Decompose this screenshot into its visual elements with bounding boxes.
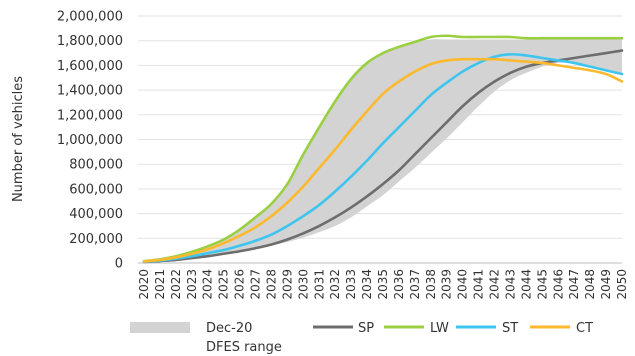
x-tick-label: 2049 xyxy=(599,269,613,300)
legend-label-range: Dec-20 xyxy=(206,321,252,336)
y-tick-label: 0 xyxy=(115,257,123,272)
x-tick-label: 2030 xyxy=(296,269,310,300)
series-line-lw xyxy=(142,34,624,263)
legend-label-range-line2: DFES range xyxy=(206,340,282,355)
x-tick-label: 2034 xyxy=(360,269,374,300)
x-tick-label: 2029 xyxy=(280,269,294,300)
x-tick-label: 2046 xyxy=(551,269,565,300)
legend-label-sp: SP xyxy=(358,321,374,336)
x-tick-label: 2038 xyxy=(424,269,438,300)
series-lines xyxy=(142,34,624,264)
x-tick-label: 2035 xyxy=(376,269,390,300)
legend-label-st: ST xyxy=(502,321,518,336)
x-tick-label: 2033 xyxy=(344,269,358,300)
y-tick-label: 1,400,000 xyxy=(57,84,123,99)
x-tick-label: 2027 xyxy=(249,269,263,300)
y-tick-label: 400,000 xyxy=(69,207,123,222)
y-tick-label: 1,800,000 xyxy=(57,34,123,49)
x-tick-label: 2021 xyxy=(153,269,167,300)
x-tick-label: 2042 xyxy=(488,269,502,300)
legend-label-lw: LW xyxy=(430,321,449,336)
x-tick-label: 2048 xyxy=(583,269,597,300)
y-tick-label: 1,200,000 xyxy=(57,108,123,123)
x-tick-label: 2041 xyxy=(472,269,486,300)
x-tick-label: 2036 xyxy=(392,269,406,300)
series-line-ct xyxy=(142,57,624,263)
x-tick-label: 2039 xyxy=(440,269,454,300)
x-tick-label: 2028 xyxy=(264,269,278,300)
y-axis-title: Number of vehicles xyxy=(11,76,26,202)
x-tick-label: 2024 xyxy=(201,269,215,300)
x-tick-label: 2026 xyxy=(233,269,247,300)
y-axis-tick-labels: 0 200,000 400,000 600,000 800,000 1,000,000 1,… xyxy=(57,10,123,272)
legend-label-ct: CT xyxy=(576,321,593,336)
y-tick-label: 800,000 xyxy=(69,158,123,173)
y-tick-label: 1,600,000 xyxy=(57,59,123,74)
y-tick-label: 1,000,000 xyxy=(57,133,123,148)
dfes-range-band xyxy=(144,39,622,263)
y-tick-label: 200,000 xyxy=(69,232,123,247)
y-tick-label: 600,000 xyxy=(69,182,123,197)
x-tick-label: 2025 xyxy=(217,269,231,300)
legend: Dec-20 DFES range SP LW ST CT xyxy=(130,321,593,355)
series-line-st xyxy=(142,52,624,264)
x-tick-label: 2022 xyxy=(169,269,183,300)
legend-swatch-range xyxy=(130,322,190,333)
y-tick-label: 2,000,000 xyxy=(57,10,123,25)
x-tick-label: 2023 xyxy=(185,269,199,300)
x-tick-label: 2020 xyxy=(137,269,151,300)
x-tick-label: 2044 xyxy=(519,269,533,300)
x-tick-label: 2047 xyxy=(567,269,581,300)
x-tick-label: 2031 xyxy=(312,269,326,300)
dfes-range-area xyxy=(144,39,622,263)
x-axis-tick-labels: 2020 2021 2022 2023 2024 2025 2026 2027 2028 2029… xyxy=(137,269,629,300)
x-tick-label: 2040 xyxy=(456,269,470,300)
x-tick-label: 2045 xyxy=(535,269,549,300)
x-tick-label: 2037 xyxy=(408,269,422,300)
x-tick-label: 2050 xyxy=(615,269,629,300)
x-tick-label: 2032 xyxy=(328,269,342,300)
x-tick-label: 2043 xyxy=(503,269,517,300)
